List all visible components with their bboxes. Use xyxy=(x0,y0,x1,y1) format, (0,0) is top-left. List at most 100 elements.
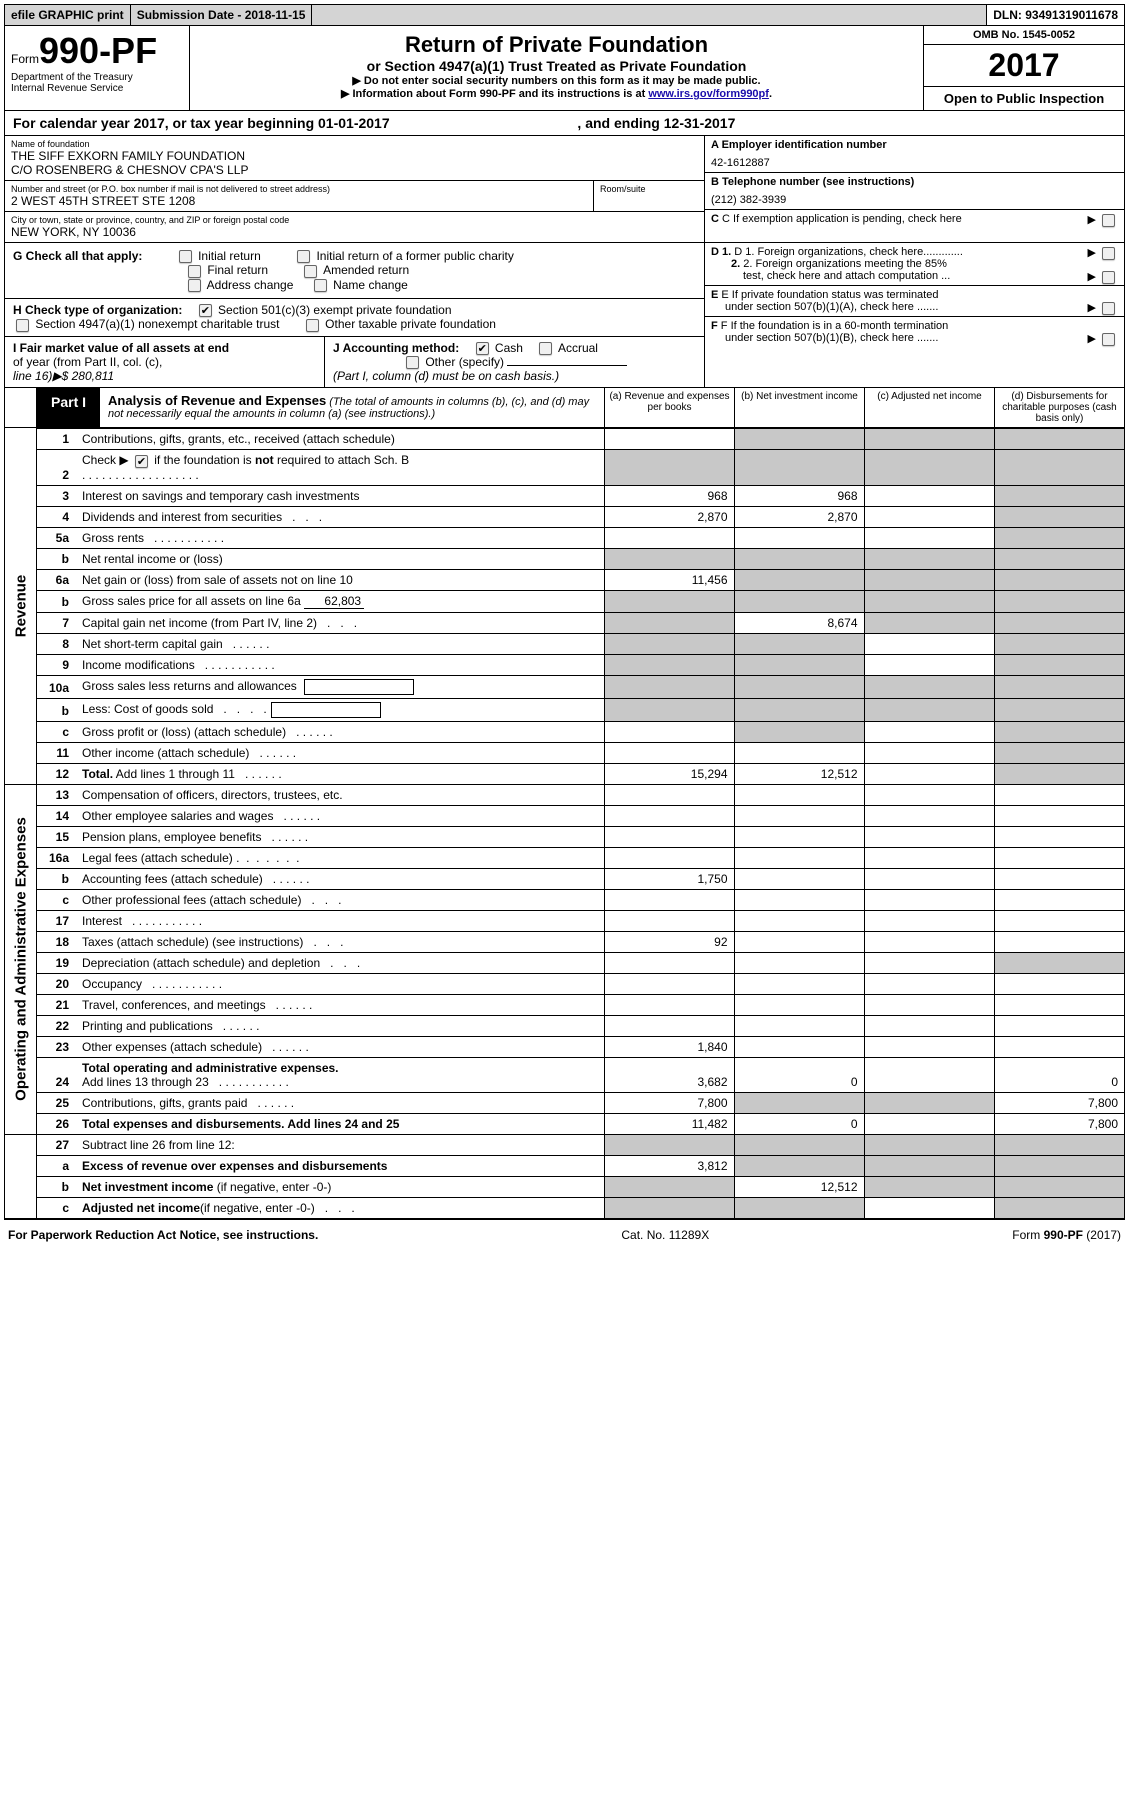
g-opt-2: Final return xyxy=(207,263,268,277)
r6a-desc: Net gain or (loss) from sale of assets n… xyxy=(77,569,604,590)
g-label: G Check all that apply: xyxy=(13,249,142,263)
g-address-checkbox[interactable] xyxy=(188,279,201,292)
r10b-desc: Less: Cost of goods sold . . . . xyxy=(77,698,604,721)
r19-desc: Depreciation (attach schedule) and deple… xyxy=(77,952,604,973)
city-value: NEW YORK, NY 10036 xyxy=(11,225,698,239)
d1-checkbox[interactable] xyxy=(1102,247,1115,260)
h-501c3-checkbox[interactable] xyxy=(199,304,212,317)
f2-text: under section 507(b)(1)(B), check here .… xyxy=(725,332,938,344)
row-7: 7Capital gain net income (from Part IV, … xyxy=(37,612,1124,633)
j-cash-checkbox[interactable] xyxy=(476,342,489,355)
r15-desc: Pension plans, employee benefits . . . .… xyxy=(77,826,604,847)
r1-desc: Contributions, gifts, grants, etc., rece… xyxy=(77,429,604,450)
h-4947-checkbox[interactable] xyxy=(16,319,29,332)
r20-desc: Occupancy . . . . . . . . . . . xyxy=(77,973,604,994)
h-opt-2: Section 4947(a)(1) nonexempt charitable … xyxy=(35,317,279,331)
g-name-checkbox[interactable] xyxy=(314,279,327,292)
part1-tab: Part I xyxy=(37,388,100,427)
g-initial-checkbox[interactable] xyxy=(179,250,192,263)
c-checkbox[interactable] xyxy=(1102,214,1115,227)
r11-desc: Other income (attach schedule) . . . . .… xyxy=(77,742,604,763)
row-1: 1Contributions, gifts, grants, etc., rec… xyxy=(37,429,1124,450)
ghij-grid: G Check all that apply: Initial return I… xyxy=(5,243,1124,388)
name-label: Name of foundation xyxy=(11,139,698,149)
form-subtitle: or Section 4947(a)(1) Trust Treated as P… xyxy=(200,58,913,74)
row-10c: cGross profit or (loss) (attach schedule… xyxy=(37,721,1124,742)
submission-date: Submission Date - 2018-11-15 xyxy=(131,5,313,25)
g-row: G Check all that apply: Initial return I… xyxy=(5,243,704,299)
r26-a: 11,482 xyxy=(604,1113,734,1134)
r27a-desc: Excess of revenue over expenses and disb… xyxy=(77,1155,604,1176)
ident-grid: Name of foundation THE SIFF EXKORN FAMIL… xyxy=(5,136,1124,243)
r27a-a: 3,812 xyxy=(604,1155,734,1176)
line27-table: 27Subtract line 26 from line 12: aExcess… xyxy=(37,1135,1124,1218)
r10a-desc: Gross sales less returns and allowances xyxy=(77,675,604,698)
f1-text: F F If the foundation is in a 60-month t… xyxy=(711,320,1118,332)
r23-a: 1,840 xyxy=(604,1036,734,1057)
col-a-hdr: (a) Revenue and expenses per books xyxy=(604,388,734,427)
e-cell: E E If private foundation status was ter… xyxy=(705,286,1124,317)
row-3: 3Interest on savings and temporary cash … xyxy=(37,485,1124,506)
irs-link[interactable]: www.irs.gov/form990pf xyxy=(648,88,769,100)
r12-b: 12,512 xyxy=(734,763,864,784)
part1-header: Part I Analysis of Revenue and Expenses … xyxy=(5,388,1124,428)
r6b-value: 62,803 xyxy=(304,594,364,609)
row-21: 21Travel, conferences, and meetings . . … xyxy=(37,994,1124,1015)
r10a-box[interactable] xyxy=(304,679,414,695)
def-right: D 1. D 1. Foreign organizations, check h… xyxy=(705,243,1124,387)
r22-desc: Printing and publications . . . . . . xyxy=(77,1015,604,1036)
r4-a: 2,870 xyxy=(604,506,734,527)
r16c-desc: Other professional fees (attach schedule… xyxy=(77,889,604,910)
part1-desc: Analysis of Revenue and Expenses (The to… xyxy=(100,388,604,427)
h-other-checkbox[interactable] xyxy=(306,319,319,332)
r16b-a: 1,750 xyxy=(604,868,734,889)
i-line2: of year (from Part II, col. (c), xyxy=(13,355,162,369)
r18-a: 92 xyxy=(604,931,734,952)
revenue-section: Revenue 1Contributions, gifts, grants, e… xyxy=(5,428,1124,783)
row-6b: bGross sales price for all assets on lin… xyxy=(37,590,1124,612)
g-opt-3: Amended return xyxy=(323,263,409,277)
row-8: 8Net short-term capital gain . . . . . . xyxy=(37,633,1124,654)
j-accrual-checkbox[interactable] xyxy=(539,342,552,355)
ein-cell: A Employer identification number 42-1612… xyxy=(705,136,1124,173)
form-page: efile GRAPHIC print Submission Date - 20… xyxy=(4,4,1125,1220)
f-checkbox[interactable] xyxy=(1102,333,1115,346)
g-amended-checkbox[interactable] xyxy=(304,265,317,278)
form-number: 990-PF xyxy=(39,30,157,71)
revenue-table: 1Contributions, gifts, grants, etc., rec… xyxy=(37,428,1124,783)
r10b-box[interactable] xyxy=(271,702,381,718)
cal-pre: For calendar year 2017, or tax year begi… xyxy=(13,115,318,131)
r27b-desc: Net investment income (if negative, ente… xyxy=(77,1176,604,1197)
r23-desc: Other expenses (attach schedule) . . . .… xyxy=(77,1036,604,1057)
e2-text: under section 507(b)(1)(A), check here .… xyxy=(725,301,938,313)
dept-line2: Internal Revenue Service xyxy=(11,83,183,94)
r25-desc: Contributions, gifts, grants paid . . . … xyxy=(77,1092,604,1113)
r26-d: 7,800 xyxy=(994,1113,1124,1134)
h-opt-1: Section 501(c)(3) exempt private foundat… xyxy=(218,303,451,317)
r12-desc: Total. Add lines 1 through 11 . . . . . … xyxy=(77,763,604,784)
expenses-section: Operating and Administrative Expenses 13… xyxy=(5,784,1124,1134)
r24-d: 0 xyxy=(994,1057,1124,1092)
g-initial-public-checkbox[interactable] xyxy=(297,250,310,263)
c-cell: C C If exemption application is pending,… xyxy=(705,210,1124,228)
r2-checkbox[interactable] xyxy=(135,455,148,468)
row-24: 24Total operating and administrative exp… xyxy=(37,1057,1124,1092)
g-final-checkbox[interactable] xyxy=(188,265,201,278)
d2-checkbox[interactable] xyxy=(1102,271,1115,284)
j-other-field[interactable] xyxy=(507,365,627,366)
efile-print-btn[interactable]: efile GRAPHIC print xyxy=(5,5,131,25)
j-accrual: Accrual xyxy=(558,341,598,355)
addr-label: Number and street (or P.O. box number if… xyxy=(11,184,587,194)
row-16c: cOther professional fees (attach schedul… xyxy=(37,889,1124,910)
form-title: Return of Private Foundation xyxy=(200,32,913,58)
e-checkbox[interactable] xyxy=(1102,302,1115,315)
r18-desc: Taxes (attach schedule) (see instruction… xyxy=(77,931,604,952)
form-prefix: Form xyxy=(11,52,39,66)
row-22: 22Printing and publications . . . . . . xyxy=(37,1015,1124,1036)
row-10b: bLess: Cost of goods sold . . . . xyxy=(37,698,1124,721)
r24-a: 3,682 xyxy=(604,1057,734,1092)
row-5a: 5aGross rents . . . . . . . . . . . xyxy=(37,527,1124,548)
j-other-checkbox[interactable] xyxy=(406,356,419,369)
omb-number: OMB No. 1545-0052 xyxy=(924,26,1124,45)
r4-b: 2,870 xyxy=(734,506,864,527)
